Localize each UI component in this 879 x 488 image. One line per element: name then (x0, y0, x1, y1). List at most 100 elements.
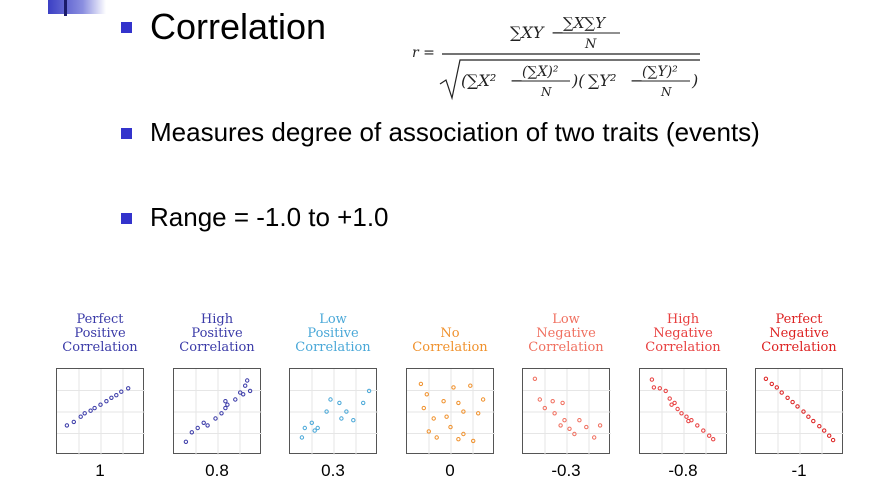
scatter-point (233, 397, 238, 402)
panel-label-high-positive: High Positive Correlation (157, 313, 277, 355)
scatter-point (597, 423, 603, 428)
panel-label-line: High (666, 312, 700, 327)
scatter-point (223, 405, 228, 411)
scatter-point (456, 400, 461, 406)
formula-sumx-sq: (∑X)² (522, 64, 559, 80)
panel-label-line: Correlation (528, 340, 604, 355)
bullet-text-association: Measures degree of association of two tr… (150, 117, 760, 147)
formula-sum-xy: ∑XY (510, 23, 545, 42)
panel-label-line: Positive (191, 326, 243, 341)
scatter-point (302, 425, 308, 431)
scatter-point (456, 437, 461, 442)
formula-num-n: N (584, 37, 597, 52)
panel-label-high-negative: High Negative Correlation (623, 313, 743, 355)
formula-den-minus-1: − (510, 71, 523, 90)
panel-label-line: Correlation (62, 340, 138, 355)
panel-value-low-positive: 0.3 (321, 461, 345, 480)
scatter-plot-high-negative (639, 368, 728, 455)
scatter-point (351, 418, 356, 423)
panel-value-perfect-positive: 1 (95, 461, 105, 480)
scatter-point (537, 397, 542, 402)
formula-num-minus: − (551, 23, 564, 42)
scatter-point (806, 414, 811, 419)
scatter-point (461, 409, 466, 414)
scatter-plot-low-negative (522, 368, 611, 455)
scatter-point (64, 423, 70, 428)
scatter-point (795, 404, 800, 409)
scatter-svg (407, 369, 495, 455)
scatter-point (672, 400, 677, 406)
panel-value-no-correlation: 0 (445, 461, 455, 480)
panel-label-line: Low (552, 312, 580, 327)
panel-value-high-positive: 0.8 (205, 461, 229, 480)
scatter-point (763, 376, 769, 382)
scatter-point (195, 425, 200, 431)
scatter-point (223, 399, 228, 404)
formula-sum-x2: ∑X² (467, 71, 496, 90)
scatter-point (476, 411, 481, 416)
scatter-point (189, 430, 194, 435)
scatter-point (104, 399, 109, 404)
scatter-point (344, 409, 349, 414)
scatter-point (312, 428, 317, 433)
scatter-point (577, 418, 582, 423)
scatter-point (361, 400, 366, 406)
panel-label-line: Positive (74, 326, 126, 341)
scatter-point (82, 411, 87, 416)
panel-label-line: Correlation (295, 340, 371, 355)
scatter-point (695, 423, 700, 428)
scatter-point (774, 385, 779, 390)
scatter-point (448, 424, 453, 430)
scatter-point (225, 402, 230, 407)
panel-label-line: Correlation (412, 340, 488, 355)
scatter-point (205, 423, 210, 428)
panel-label-line: Correlation (645, 340, 721, 355)
bullet-2 (121, 213, 132, 224)
scatter-point (657, 386, 662, 391)
scatter-point (213, 416, 218, 421)
page-title: Correlation (150, 6, 327, 47)
scatter-point (532, 376, 538, 382)
formula-paren-mid: )( (571, 71, 585, 90)
scatter-point (78, 414, 83, 419)
scatter-point (424, 392, 429, 397)
title-bullet (121, 22, 132, 33)
scatter-point (434, 435, 439, 440)
scatter-point (183, 439, 189, 445)
scatter-point (426, 429, 431, 434)
formula-paren-close: ) (691, 71, 698, 90)
scatter-point (418, 381, 424, 387)
scatter-point (245, 378, 250, 383)
formula-den-minus-2: − (630, 71, 643, 90)
scatter-point (339, 416, 344, 421)
panel-label-line: Perfect (76, 312, 124, 327)
panel-label-line: Negative (536, 326, 596, 341)
formula-den-n-2: N (660, 85, 672, 99)
scatter-point (711, 437, 716, 442)
scatter-point (669, 402, 674, 407)
scatter-point (241, 392, 246, 397)
scatter-plot-low-positive (289, 368, 378, 455)
panel-label-perfect-negative: Perfect Negative Correlation (739, 313, 859, 355)
scatter-point (785, 395, 790, 400)
scatter-point (801, 409, 806, 414)
scatter-point (421, 405, 426, 411)
panel-label-low-positive: Low Positive Correlation (273, 313, 393, 355)
bullet-1 (121, 128, 132, 139)
scatter-point (822, 428, 827, 433)
scatter-point (649, 377, 655, 382)
scatter-point (480, 397, 486, 402)
scatter-point (779, 390, 784, 395)
panel-value-low-negative: -0.3 (551, 461, 581, 480)
scatter-point (243, 383, 248, 388)
scatter-point (830, 437, 836, 443)
scatter-point (560, 400, 565, 406)
scatter-point (667, 396, 672, 401)
scatter-plot-perfect-negative (755, 368, 844, 455)
panel-label-line: Perfect (775, 312, 823, 327)
scatter-point (817, 424, 822, 429)
scatter-point (584, 424, 589, 430)
formula-paren-open: ( (461, 71, 468, 90)
scatter-point (675, 406, 680, 412)
scatter-point (542, 405, 547, 411)
